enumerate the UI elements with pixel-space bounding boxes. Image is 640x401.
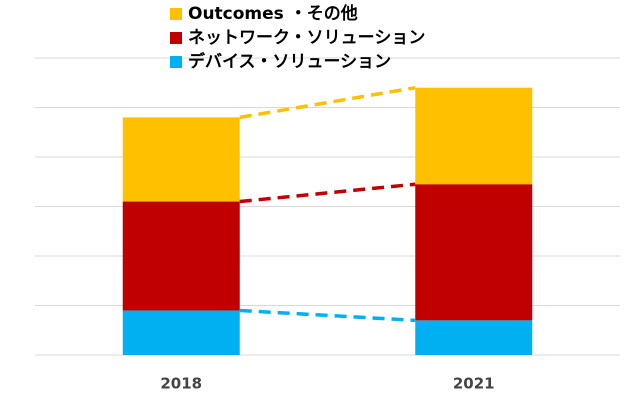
bar-segment [415,320,533,355]
bar-segment [415,184,533,321]
trend-connector [239,182,416,204]
bar-segment [415,87,533,185]
x-tick-label: 2018 [160,375,202,393]
bar-segment [122,201,240,311]
x-tick-label: 2021 [453,375,495,393]
legend-swatch [170,32,182,44]
trend-connector [239,85,416,120]
bar-segment [122,117,240,202]
legend-swatch [170,8,182,20]
trend-connector [239,308,416,323]
legend-label: デバイス・ソリューション [188,51,391,72]
legend-label: Outcomes ・その他 [188,3,358,24]
legend-label: ネットワーク・ソリューション [188,28,425,48]
bar-segment [122,310,240,355]
legend-swatch [170,56,182,68]
